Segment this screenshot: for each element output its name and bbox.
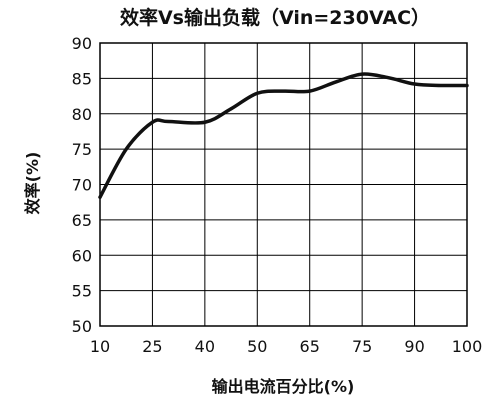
y-tick-label: 80 xyxy=(72,105,92,124)
x-tick-label: 90 xyxy=(404,337,424,356)
y-tick-label: 65 xyxy=(72,211,92,230)
y-tick-label: 55 xyxy=(72,282,92,301)
x-tick-label: 100 xyxy=(452,337,483,356)
y-tick-labels: 50 55 60 65 70 75 80 85 90 xyxy=(72,34,92,336)
x-tick-labels: 10 25 40 50 65 75 90 100 xyxy=(90,337,482,356)
y-tick-label: 75 xyxy=(72,140,92,159)
grid-lines xyxy=(100,43,467,326)
y-tick-label: 70 xyxy=(72,176,92,195)
chart-title: 效率Vs输出负载（Vin=230VAC） xyxy=(120,6,430,29)
y-tick-label: 90 xyxy=(72,34,92,53)
y-tick-label: 85 xyxy=(72,69,92,88)
x-tick-label: 10 xyxy=(90,337,110,356)
y-tick-label: 50 xyxy=(72,317,92,336)
y-axis-label: 效率(%) xyxy=(23,152,42,215)
series-layer xyxy=(98,72,469,199)
x-tick-label: 25 xyxy=(142,337,162,356)
x-tick-label: 50 xyxy=(247,337,267,356)
x-tick-label: 40 xyxy=(195,337,215,356)
y-tick-label: 60 xyxy=(72,246,92,265)
efficiency-series-line xyxy=(98,72,469,199)
x-axis-label: 输出电流百分比(%) xyxy=(212,377,355,396)
plot-frame xyxy=(99,42,468,327)
x-tick-label: 75 xyxy=(352,337,372,356)
x-tick-label: 65 xyxy=(300,337,320,356)
